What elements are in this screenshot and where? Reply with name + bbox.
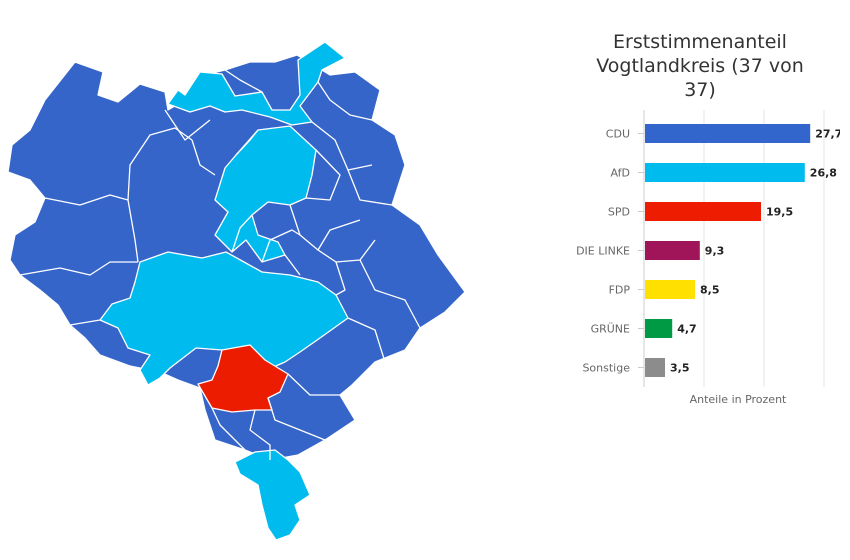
bar: [645, 124, 811, 143]
category-label: Sonstige: [582, 362, 630, 375]
category-label: GRÜNE: [591, 323, 630, 336]
value-label: 8,5: [700, 284, 720, 297]
bar: [645, 319, 673, 338]
bar: [645, 358, 665, 377]
bar: [645, 280, 695, 299]
chart-title: Erststimmenanteil Vogtlandkreis (37 von …: [596, 31, 804, 101]
value-label: 4,7: [677, 323, 697, 336]
bar: [645, 163, 805, 182]
value-label: 3,5: [670, 362, 690, 375]
map-region-afd-north[interactable]: [167, 41, 346, 126]
bar: [645, 202, 761, 221]
bar-chart: CDU 27,7 AfD 26,8 SPD 19,5 DIE LINKE 9,3 FDP 8,5 G…: [576, 110, 840, 406]
category-label: DIE LINKE: [576, 245, 630, 258]
bar: [645, 241, 700, 260]
x-axis-title: Anteile in Prozent: [690, 393, 787, 406]
value-label: 27,7: [815, 128, 840, 141]
category-label: FDP: [609, 284, 631, 297]
value-label: 19,5: [766, 206, 793, 219]
category-label: SPD: [608, 206, 630, 219]
value-label: 9,3: [705, 245, 725, 258]
election-map: [7, 41, 466, 541]
map-region-afd-tail[interactable]: [234, 449, 311, 541]
category-label: AfD: [611, 167, 630, 180]
category-label: CDU: [606, 128, 630, 141]
value-label: 26,8: [810, 167, 837, 180]
